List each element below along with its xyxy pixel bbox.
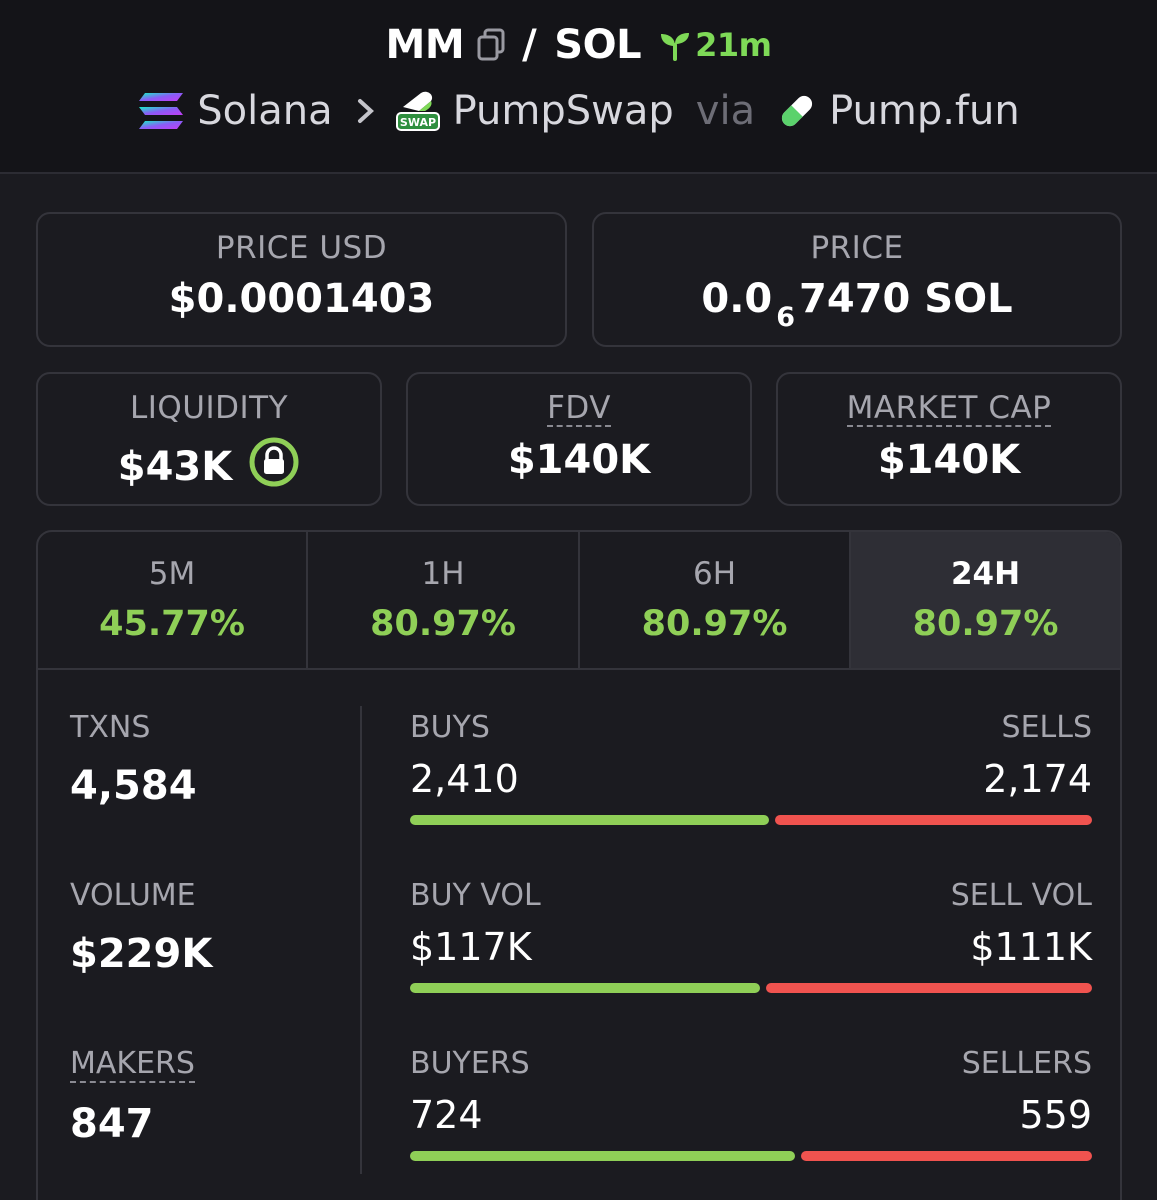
makers-value: 847 — [70, 1101, 154, 1147]
liquidity-label: LIQUIDITY — [129, 390, 289, 426]
stats-body: TXNS 4,584 VOLUME $229K MAKERS 847 BUYS … — [38, 670, 1120, 1200]
dex-link[interactable]: PumpSwap — [452, 88, 674, 134]
pair-separator: / — [522, 22, 537, 68]
stats-panel: 5M 45.77% 1H 80.97% 6H 80.97% 24H 80.97%… — [36, 530, 1122, 1200]
pill-icon — [777, 91, 817, 131]
pair-breadcrumb: Solana SWAP PumpSwap via Pump.fun — [0, 88, 1157, 134]
buyers-sellers-stat: BUYERS SELLERS 724 559 — [410, 1046, 1092, 1161]
chain-link[interactable]: Solana — [197, 88, 333, 134]
buy-vol-value: $117K — [410, 925, 532, 969]
liquidity-card: LIQUIDITY $43K — [36, 372, 382, 506]
txns-stat: TXNS 4,584 — [70, 710, 197, 809]
tab-24h[interactable]: 24H 80.97% — [851, 532, 1120, 668]
buy-vol-bar-segment — [410, 983, 760, 993]
chevron-right-icon — [357, 98, 375, 124]
price-usd-label: PRICE USD — [215, 230, 388, 266]
age-value: 21m — [695, 26, 772, 64]
sell-vol-value: $111K — [970, 925, 1092, 969]
buys-sells-stat: BUYS SELLS 2,410 2,174 — [410, 710, 1092, 825]
quote-symbol: SOL — [554, 22, 642, 68]
volume-label: VOLUME — [70, 878, 196, 913]
price-zero-count: 6 — [776, 302, 796, 333]
fdv-value: $140K — [507, 437, 651, 483]
tab-6h[interactable]: 6H 80.97% — [580, 532, 851, 668]
copy-icon[interactable] — [476, 28, 506, 62]
market-cap-value: $140K — [877, 437, 1021, 483]
tab-change: 80.97% — [641, 604, 788, 644]
volume-stat: VOLUME $229K — [70, 878, 212, 977]
makers-stat: MAKERS 847 — [70, 1046, 195, 1147]
buys-value: 2,410 — [410, 757, 519, 801]
tab-change: 80.97% — [370, 604, 516, 644]
lock-icon[interactable] — [248, 436, 300, 498]
txns-value: 4,584 — [70, 763, 197, 809]
tab-1h[interactable]: 1H 80.97% — [308, 532, 580, 668]
tab-5m[interactable]: 5M 45.77% — [38, 532, 308, 668]
sellers-value: 559 — [1019, 1093, 1092, 1137]
via-label: via — [695, 88, 756, 134]
price-native-card: PRICE 0.0 6 7470 SOL — [592, 212, 1122, 347]
market-cap-label[interactable]: MARKET CAP — [846, 390, 1052, 427]
tab-change: 80.97% — [912, 604, 1059, 644]
liquidity-value: $43K — [117, 444, 233, 490]
price-native-label: PRICE — [810, 230, 904, 266]
fdv-card: FDV $140K — [406, 372, 752, 506]
buy-bar-segment — [410, 815, 769, 825]
liquidity-value-row: $43K — [118, 436, 301, 498]
tab-label: 1H — [421, 556, 465, 592]
txns-label: TXNS — [70, 710, 151, 745]
seedling-icon — [661, 33, 690, 61]
price-prefix: 0.0 — [701, 276, 773, 322]
buy-sell-vol-bar — [410, 983, 1092, 993]
sellers-bar-segment — [800, 1151, 1092, 1161]
pair-header: MM / SOL 21m — [0, 0, 1157, 174]
tab-label: 24H — [950, 556, 1021, 592]
launchpad-link[interactable]: Pump.fun — [829, 88, 1020, 134]
buy-vol-label: BUY VOL — [410, 878, 541, 913]
tab-label: 6H — [692, 556, 737, 592]
price-usd-card: PRICE USD $0.0001403 — [36, 212, 567, 347]
price-suffix: 7470 SOL — [799, 276, 1013, 322]
buyers-sellers-bar — [410, 1151, 1092, 1161]
tab-label: 5M — [148, 556, 196, 592]
makers-label[interactable]: MAKERS — [70, 1046, 195, 1083]
buyers-bar-segment — [410, 1151, 795, 1161]
sells-value: 2,174 — [983, 757, 1092, 801]
sell-vol-bar-segment — [765, 983, 1092, 993]
price-usd-value: $0.0001403 — [168, 276, 435, 322]
tab-change: 45.77% — [99, 604, 245, 644]
sell-bar-segment — [774, 815, 1092, 825]
pair-title: MM / SOL 21m — [0, 22, 1157, 68]
volume-value: $229K — [70, 931, 213, 977]
sellers-label: SELLERS — [961, 1046, 1092, 1081]
buy-sell-volume-stat: BUY VOL SELL VOL $117K $111K — [410, 878, 1092, 993]
solana-logo-icon — [137, 91, 185, 131]
token-symbol: MM — [385, 22, 465, 68]
fdv-label[interactable]: FDV — [547, 390, 611, 427]
pumpswap-logo-text: SWAP — [400, 116, 436, 129]
pair-age: 21m — [659, 26, 772, 64]
buys-sells-bar — [410, 815, 1092, 825]
pumpswap-logo-icon: SWAP — [395, 89, 441, 133]
market-cap-card: MARKET CAP $140K — [776, 372, 1122, 506]
timeframe-tabs: 5M 45.77% 1H 80.97% 6H 80.97% 24H 80.97% — [38, 532, 1120, 670]
stats-divider — [360, 706, 362, 1174]
sells-label: SELLS — [1001, 710, 1092, 745]
buys-label: BUYS — [410, 710, 490, 745]
sell-vol-label: SELL VOL — [950, 878, 1092, 913]
price-native-value: 0.0 6 7470 SOL — [594, 276, 1120, 333]
buyers-label: BUYERS — [410, 1046, 530, 1081]
buyers-value: 724 — [410, 1093, 483, 1137]
